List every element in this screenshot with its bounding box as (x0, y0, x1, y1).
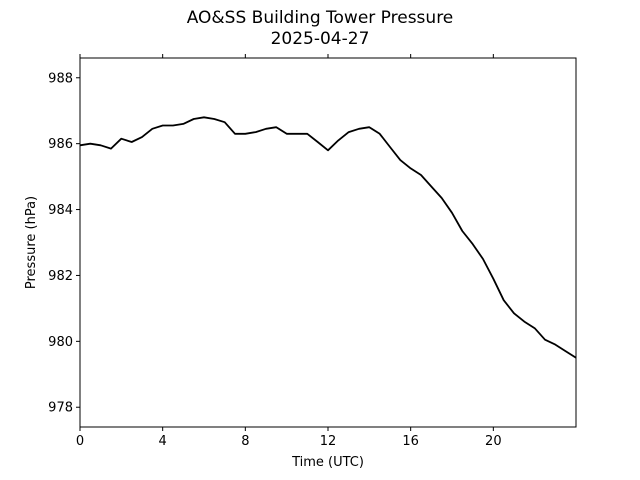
x-tick-label: 16 (402, 434, 419, 449)
y-tick-label: 982 (48, 269, 73, 284)
x-tick-label: 8 (241, 434, 249, 449)
chart-title: AO&SS Building Tower Pressure (186, 8, 454, 28)
chart-subtitle: 2025-04-27 (270, 29, 370, 49)
y-tick-label: 988 (48, 71, 73, 86)
y-tick-label: 980 (48, 335, 73, 350)
y-tick-label: 984 (48, 203, 73, 218)
y-tick-label: 978 (48, 401, 73, 416)
x-tick-label: 20 (485, 434, 502, 449)
x-tick-label: 12 (320, 434, 337, 449)
x-tick-label: 4 (159, 434, 167, 449)
x-axis-label: Time (UTC) (291, 455, 364, 470)
x-tick-label: 0 (76, 434, 84, 449)
plot-frame (79, 57, 577, 428)
y-axis-label: Pressure (hPa) (24, 196, 39, 289)
y-tick-label: 986 (48, 137, 73, 152)
pressure-series-line (79, 116, 577, 359)
